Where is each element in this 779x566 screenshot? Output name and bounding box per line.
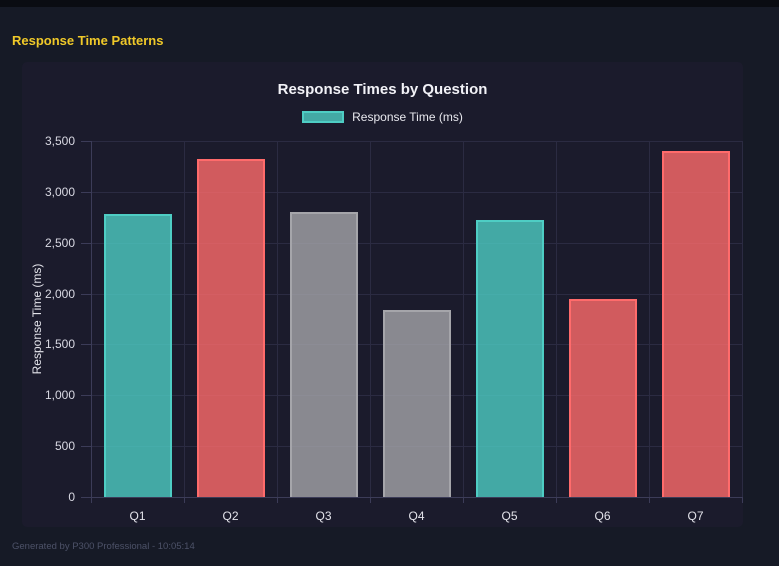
y-axis-tick xyxy=(81,141,91,142)
x-axis-tick xyxy=(91,497,92,503)
x-axis-tick xyxy=(556,497,557,503)
gridline-horizontal xyxy=(91,293,742,295)
chart-bar-q1[interactable] xyxy=(103,214,172,497)
y-axis-tick xyxy=(81,395,91,397)
y-axis-tick-label: 2,000 xyxy=(44,286,75,301)
gridline-vertical xyxy=(277,141,278,497)
gridline-vertical xyxy=(184,141,185,497)
chart-bar-q2[interactable] xyxy=(196,159,265,497)
legend-swatch-icon xyxy=(302,111,345,123)
x-axis-tick xyxy=(370,497,371,503)
gridline-horizontal xyxy=(91,497,742,498)
y-axis-tick xyxy=(81,242,91,244)
y-axis-tick-label: 2,500 xyxy=(44,235,75,250)
x-axis-label-q7: Q7 xyxy=(687,509,704,523)
gridline-vertical xyxy=(556,141,557,497)
x-axis-label-q6: Q6 xyxy=(594,509,611,523)
gridline-vertical xyxy=(91,141,92,497)
gridline-horizontal xyxy=(91,141,742,142)
y-axis-tick-label: 0 xyxy=(68,490,75,504)
chart-bar-q4[interactable] xyxy=(382,309,451,497)
y-axis-tick-label: 500 xyxy=(54,439,75,454)
gridline-vertical xyxy=(463,141,464,497)
gridline-horizontal xyxy=(91,191,742,193)
legend-label: Response Time (ms) xyxy=(352,110,463,124)
x-axis-tick xyxy=(649,497,650,503)
gridline-vertical xyxy=(649,141,650,497)
y-axis-tick-label: 1,000 xyxy=(44,388,75,403)
gridline-vertical xyxy=(370,141,371,497)
page-title: Response Time Patterns xyxy=(12,33,164,48)
footer-note: Generated by P300 Professional - 10:05:1… xyxy=(12,541,195,552)
chart-panel: Response Times by Question Response Time… xyxy=(22,62,743,527)
y-axis-tick xyxy=(81,446,91,448)
y-axis-tick-label: 3,000 xyxy=(44,184,75,199)
chart-title: Response Times by Question xyxy=(277,81,488,98)
x-axis-tick xyxy=(463,497,464,503)
x-axis-tick xyxy=(184,497,185,503)
y-axis-tick xyxy=(81,293,91,295)
y-axis-tick xyxy=(81,191,91,193)
gridline-horizontal xyxy=(91,242,742,244)
gridline-vertical xyxy=(742,141,743,497)
chart-bar-q3[interactable] xyxy=(289,212,358,497)
window-top-strip xyxy=(0,0,779,7)
y-axis-tick xyxy=(81,497,91,498)
x-axis-label-q2: Q2 xyxy=(222,509,239,523)
y-axis-tick-label: 1,500 xyxy=(44,337,75,352)
y-axis-title: Response Time (ms) xyxy=(30,263,44,375)
x-axis-tick xyxy=(277,497,278,503)
x-axis-label-q3: Q3 xyxy=(315,509,332,523)
y-axis-tick-label: 3,500 xyxy=(44,134,75,148)
chart-bar-q6[interactable] xyxy=(568,298,637,497)
x-axis-label-q4: Q4 xyxy=(408,509,425,523)
chart-bar-q5[interactable] xyxy=(475,220,544,497)
chart-legend[interactable]: Response Time (ms) xyxy=(22,110,743,124)
chart-bar-q7[interactable] xyxy=(661,151,730,497)
x-axis-tick xyxy=(742,497,743,503)
plot-area: Response Time (ms) 0 500 1,000 1,500 2,000 2,… xyxy=(30,134,743,523)
y-axis-tick xyxy=(81,344,91,346)
x-axis-label-q5: Q5 xyxy=(501,509,518,523)
x-axis-label-q1: Q1 xyxy=(129,509,146,523)
